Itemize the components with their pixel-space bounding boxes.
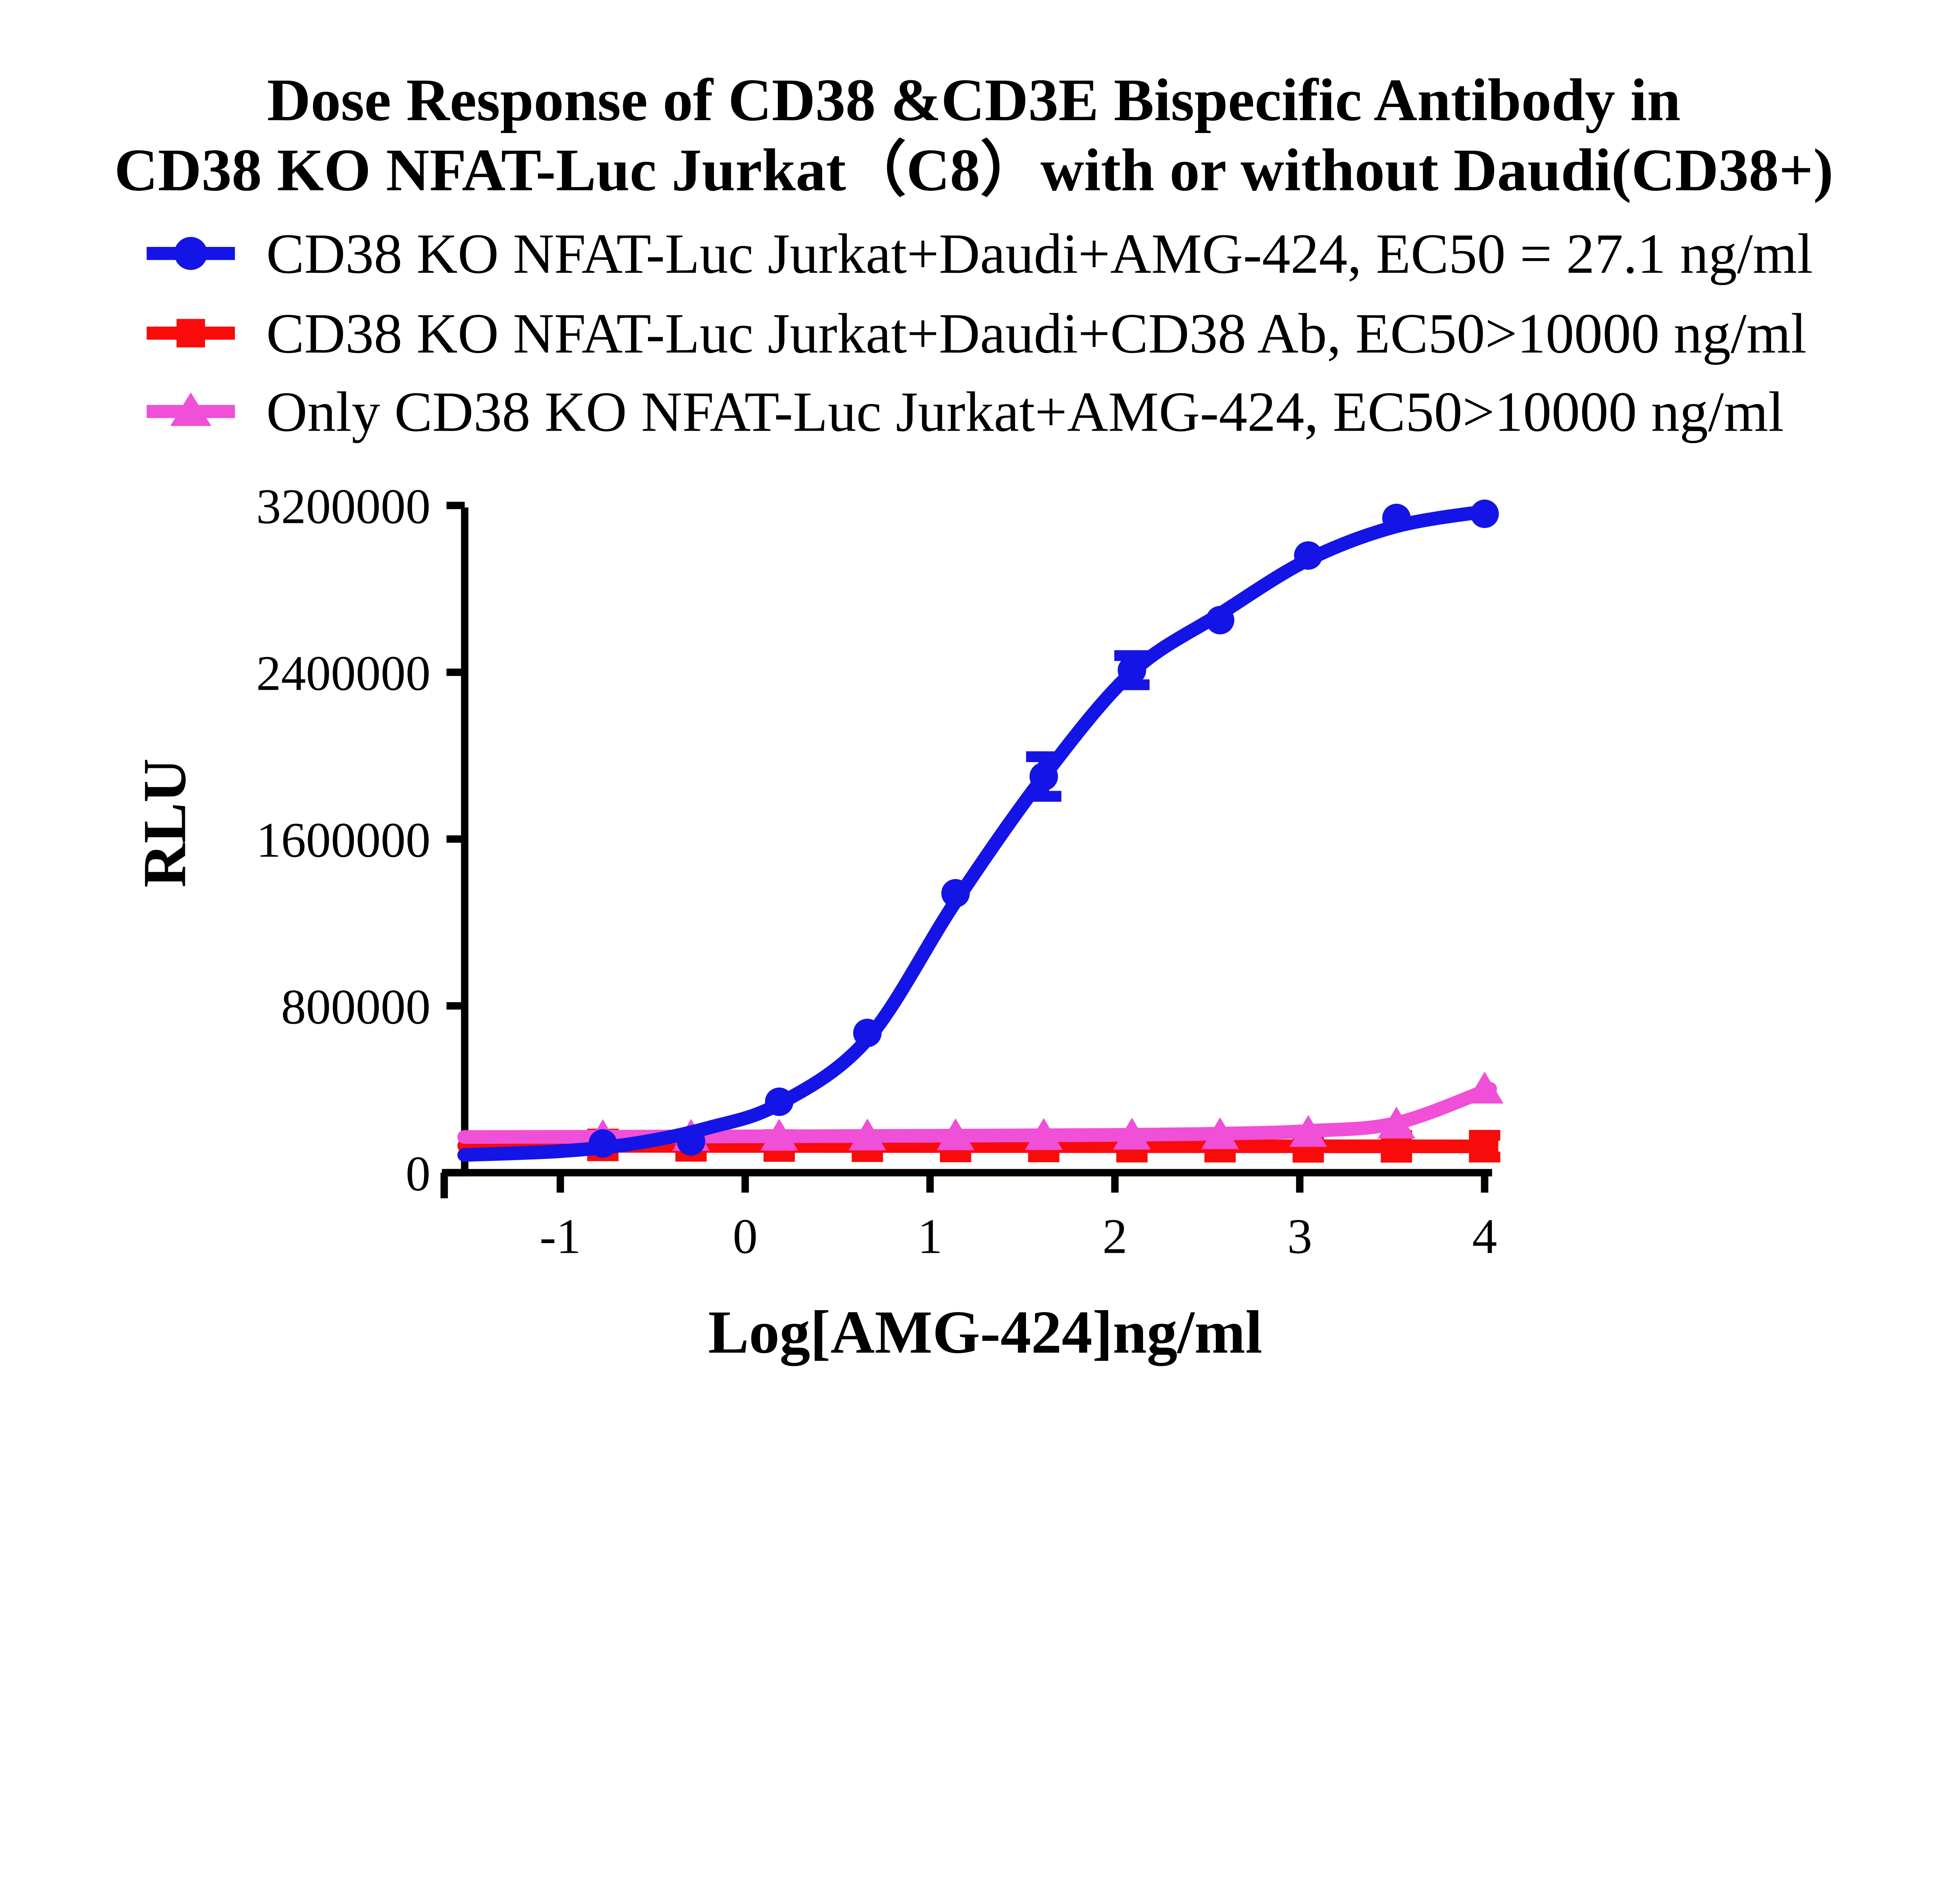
data-point-triangle	[1378, 1106, 1416, 1139]
legend-item-amg424-daudi: CD38 KO NFAT-Luc Jurkat+Daudi+AMG-424, E…	[147, 222, 1813, 285]
dose-response-figure: Dose Response of CD38 &CD3E Bispecific A…	[114, 66, 1834, 1366]
data-point-triangle	[1466, 1071, 1504, 1104]
tick-marks	[446, 502, 1488, 1193]
tick-labels: 0 800000 1600000 2400000 3200000 -1 0 1 2 3 4	[256, 479, 1497, 1264]
data-point-triangle	[848, 1118, 886, 1150]
legend-label-pink: Only CD38 KO NFAT-Luc Jurkat+AMG-424, EC…	[266, 380, 1784, 443]
data-point-triangle	[936, 1118, 974, 1150]
data-point-circle	[1029, 762, 1058, 791]
data-point-circle	[765, 1087, 794, 1116]
y-tick-label: 0	[406, 1146, 431, 1201]
data-point-circle	[1294, 541, 1323, 570]
chart-title: Dose Response of CD38 &CD3E Bispecific A…	[114, 66, 1833, 204]
series-layer	[457, 499, 1504, 1163]
x-tick-label: 2	[1102, 1208, 1127, 1264]
data-point-circle	[1117, 656, 1147, 685]
data-point-circle	[588, 1129, 617, 1158]
data-point-circle	[1382, 504, 1411, 533]
dose-response-chart: Dose Response of CD38 &CD3E Bispecific A…	[114, 66, 1834, 1366]
x-tick-label: 1	[917, 1208, 942, 1264]
legend: CD38 KO NFAT-Luc Jurkat+Daudi+AMG-424, E…	[147, 222, 1813, 443]
legend-item-amg424-only: Only CD38 KO NFAT-Luc Jurkat+AMG-424, EC…	[147, 380, 1784, 443]
data-point-square	[1471, 1132, 1498, 1160]
x-tick-label: 4	[1472, 1208, 1497, 1264]
legend-marker-circle-icon	[174, 237, 207, 270]
series-circle	[457, 499, 1499, 1162]
x-tick-label: -1	[540, 1208, 581, 1264]
legend-marker-triangle-icon	[170, 392, 212, 426]
data-point-triangle	[1201, 1117, 1239, 1149]
data-point-circle	[1206, 606, 1235, 635]
fitted-curve	[457, 1082, 1497, 1144]
data-point-triangle	[1113, 1118, 1151, 1150]
data-point-circle	[853, 1019, 882, 1047]
x-tick-label: 3	[1287, 1208, 1312, 1264]
x-tick-label: 0	[733, 1208, 757, 1264]
axes	[440, 507, 1492, 1199]
legend-marker-square-icon	[176, 319, 205, 348]
data-point-circle	[1470, 499, 1499, 528]
data-point-triangle	[1025, 1118, 1063, 1150]
legend-label-blue: CD38 KO NFAT-Luc Jurkat+Daudi+AMG-424, E…	[266, 222, 1813, 285]
data-point-circle	[677, 1127, 705, 1156]
legend-label-red: CD38 KO NFAT-Luc Jurkat+Daudi+CD38 Ab, E…	[266, 302, 1807, 365]
data-point-triangle	[1289, 1115, 1327, 1147]
fitted-curve	[457, 504, 1497, 1162]
y-axis-title: RLU	[131, 758, 199, 887]
legend-item-cd38ab-daudi: CD38 KO NFAT-Luc Jurkat+Daudi+CD38 Ab, E…	[147, 302, 1807, 365]
y-tick-label: 3200000	[256, 479, 431, 534]
y-tick-label: 800000	[281, 979, 431, 1034]
y-tick-label: 1600000	[256, 812, 431, 867]
chart-title-line2: CD38 KO NFAT-Luc Jurkat（C8）with or witho…	[114, 136, 1833, 204]
data-point-circle	[941, 879, 970, 908]
y-tick-label: 2400000	[256, 645, 431, 701]
chart-title-line1: Dose Response of CD38 &CD3E Bispecific A…	[267, 66, 1681, 133]
x-axis-title: Log[AMG-424]ng/ml	[708, 1299, 1262, 1366]
data-point-triangle	[760, 1119, 798, 1151]
